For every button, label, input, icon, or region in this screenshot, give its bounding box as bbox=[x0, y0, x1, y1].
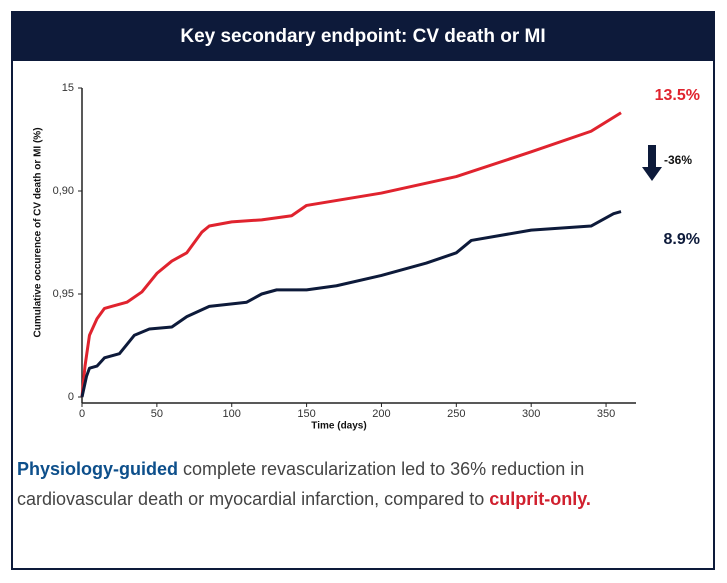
card: Key secondary endpoint: CV death or MI bbox=[11, 11, 715, 570]
x-tick-label: 100 bbox=[223, 408, 241, 420]
caption-text: complete revascularization led to 36% re… bbox=[17, 459, 585, 509]
annotation: -36% bbox=[664, 153, 692, 167]
caption: Physiology-guided complete revasculariza… bbox=[17, 454, 697, 514]
caption-lead: Physiology-guided bbox=[17, 459, 179, 479]
y-tick-label: 0,90 bbox=[53, 185, 74, 197]
y-tick-label: 15 bbox=[62, 82, 74, 94]
arrow bbox=[642, 145, 662, 181]
x-tick-label: 50 bbox=[151, 408, 163, 420]
x-tick-label: 250 bbox=[447, 408, 465, 420]
y-axis-label: Cumulative occurence of CV death or MI (… bbox=[33, 127, 44, 337]
x-tick-label: 300 bbox=[522, 408, 540, 420]
end-label: 13.5% bbox=[655, 87, 700, 104]
x-tick-label: 150 bbox=[297, 408, 315, 420]
x-tick-label: 350 bbox=[597, 408, 615, 420]
series-line bbox=[80, 210, 622, 398]
x-tick-label: 0 bbox=[79, 408, 85, 420]
header-title: Key secondary endpoint: CV death or MI bbox=[13, 13, 713, 61]
x-axis-label: Time (days) bbox=[311, 421, 366, 432]
y-tick-label: 0 bbox=[68, 391, 74, 403]
series-line bbox=[80, 111, 622, 398]
x-tick-label: 200 bbox=[372, 408, 390, 420]
caption-tail: culprit-only. bbox=[489, 489, 591, 509]
y-tick-label: 0,95 bbox=[53, 288, 74, 300]
end-label: 8.9% bbox=[664, 231, 700, 248]
